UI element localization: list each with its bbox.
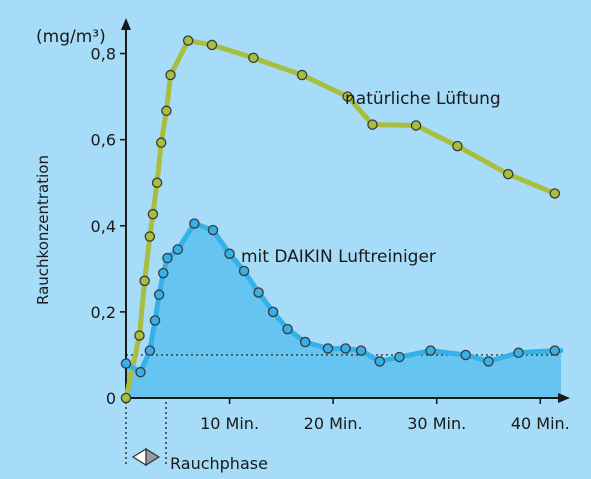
series-0-point-4: [147, 208, 159, 220]
y-unit-label: (mg/m³): [36, 27, 106, 47]
series-1-point-16: [322, 343, 334, 354]
ticks-layer: 0 0,2 0,4 0,6 0,8 10 Min. 20 Min. 30 Min. 40 Min…: [91, 45, 570, 433]
x-tick-label-0: 10 Min.: [200, 414, 259, 433]
series-1-point-11: [238, 265, 250, 277]
series-1-point-7: [172, 244, 184, 255]
series-1-point-19: [374, 356, 385, 367]
series-0-point-5: [151, 177, 163, 188]
series-1-point-25: [549, 345, 561, 356]
series-0-point-0: [120, 392, 132, 404]
series-0-point-18: [549, 188, 561, 199]
series-1-point-1: [135, 366, 146, 378]
series-1-point-2: [144, 345, 156, 356]
x-tick-label-3: 40 Min.: [511, 414, 570, 433]
smoke-phase-arrow-right: [145, 447, 161, 467]
series-1-point-6: [162, 252, 173, 264]
series-1-point-10: [224, 248, 235, 260]
annotation-daikin-purifier: mit DAIKIN Luftreiniger: [241, 247, 436, 267]
y-tick-label-3: 0,6: [91, 131, 116, 150]
series-1-point-22: [460, 349, 471, 361]
series-0-point-13: [342, 91, 353, 102]
series-0-point-14: [367, 119, 378, 130]
series-1-point-3: [149, 315, 161, 326]
series-0-point-12: [296, 69, 308, 81]
y-tick-label-0: 0: [106, 389, 116, 408]
series-1-point-18: [355, 345, 367, 356]
series-0-point-16: [452, 140, 463, 152]
series-1-point-13: [267, 306, 279, 318]
series-1-point-17: [340, 343, 351, 354]
series-1-point-23: [483, 356, 494, 367]
smoke-phase-label: Rauchphase: [170, 454, 268, 473]
series-1-point-21: [425, 345, 436, 356]
points-layer: [120, 35, 561, 404]
series-1-point-12: [253, 287, 264, 298]
series-0-point-15: [410, 120, 422, 131]
series-1-point-9: [207, 224, 219, 236]
smoke-phase-marker: Rauchphase: [125, 402, 268, 473]
series-0-point-8: [165, 69, 176, 81]
series-0-point-6: [155, 137, 167, 148]
series-0-point-1: [134, 330, 145, 341]
series-0-point-10: [206, 39, 218, 51]
y-axis-title: Rauchkonzentration: [34, 155, 52, 305]
x-tick-label-1: 20 Min.: [304, 414, 363, 433]
series-1-point-15: [299, 336, 311, 348]
series-0-point-3: [144, 231, 156, 242]
x-axis-arrow: [558, 393, 570, 403]
series-0-point-2: [139, 275, 150, 287]
series-0-point-11: [248, 52, 259, 64]
series-1-point-14: [282, 323, 293, 335]
series-1-point-4: [153, 289, 165, 300]
series-1-point-5: [158, 267, 169, 279]
x-tick-label-2: 30 Min.: [407, 414, 466, 433]
axes-layer: [121, 18, 570, 403]
series-1-point-20: [394, 351, 405, 363]
annotation-natural-ventilation: natürliche Lüftung: [345, 89, 501, 109]
series-1-point-8: [189, 218, 200, 229]
series-1-point-0: [120, 358, 132, 369]
y-tick-label-1: 0,2: [91, 303, 116, 322]
series-1-point-24: [513, 347, 524, 359]
series-0-point-17: [502, 168, 514, 180]
y-tick-label-4: 0,8: [91, 45, 116, 64]
y-axis-arrow: [121, 18, 131, 30]
series-0-point-9: [182, 35, 194, 46]
y-tick-label-2: 0,4: [91, 217, 116, 236]
series-0-point-7: [161, 105, 172, 117]
